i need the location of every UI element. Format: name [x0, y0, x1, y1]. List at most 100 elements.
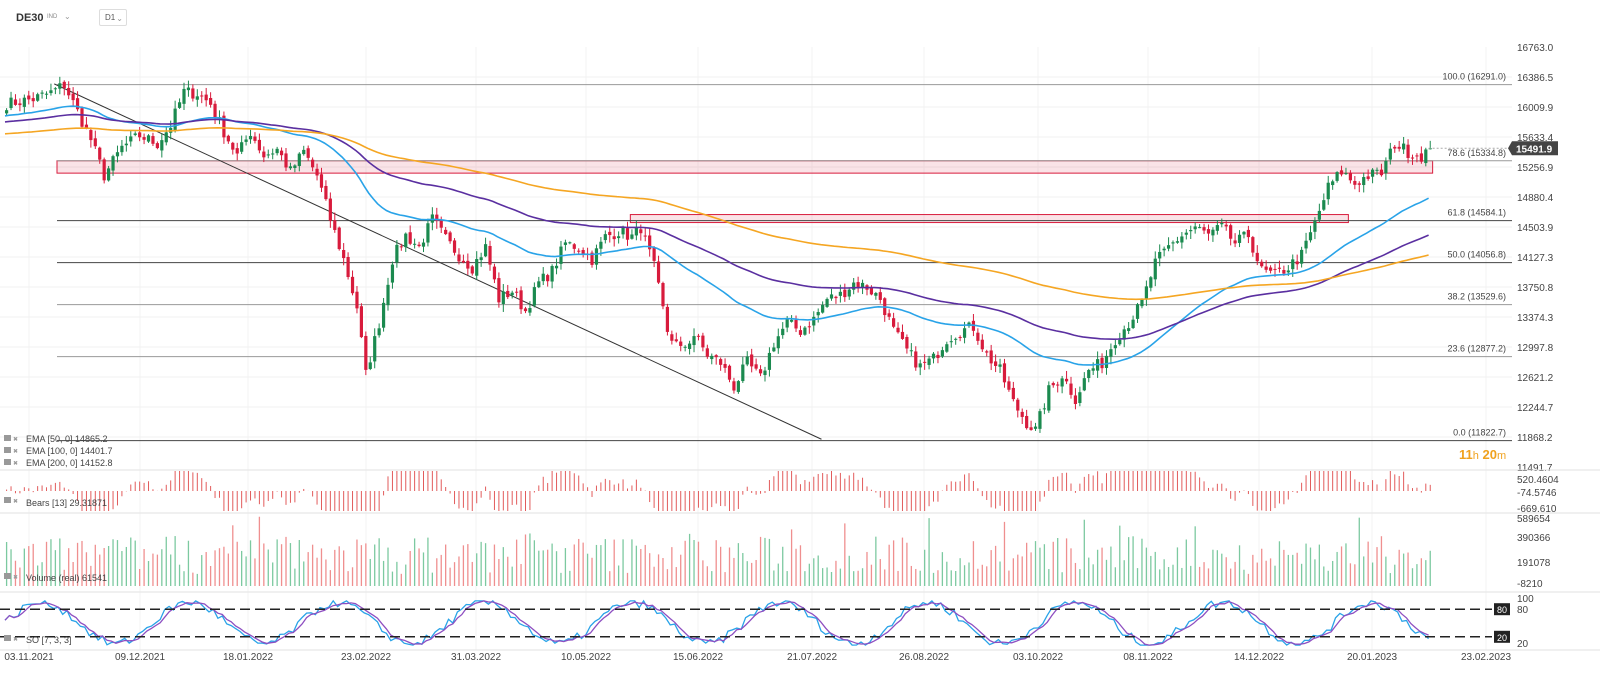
candle-body — [177, 102, 182, 108]
candle-body — [111, 156, 115, 171]
candle-body — [1127, 328, 1131, 331]
candle-body — [1135, 304, 1140, 319]
legend-menu-icon — [4, 447, 11, 453]
candle-body — [302, 149, 306, 155]
chevron-down-icon[interactable]: ⌄ — [64, 12, 71, 21]
candle-body — [173, 108, 177, 131]
candle-body — [1007, 381, 1011, 390]
ema-legend-label: EMA [200, 0] 14152.8 — [26, 458, 113, 468]
candle-body — [554, 265, 559, 269]
symbol-name[interactable]: DE30 — [16, 12, 44, 24]
candle-body — [315, 168, 319, 176]
candle-body — [1277, 267, 1282, 269]
candle-body — [240, 142, 244, 152]
candle-body — [599, 241, 603, 249]
candle-body — [1051, 383, 1055, 386]
legend-close-icon: ✖ — [13, 436, 18, 443]
stoch-legend-label: SO [7, 3, 3] — [26, 635, 72, 645]
stoch-tick-label: 80 — [1517, 605, 1529, 616]
candle-body — [426, 223, 430, 243]
candle-body — [142, 137, 146, 140]
candle-body — [1366, 176, 1370, 179]
candle-body — [1268, 267, 1273, 271]
candle-body — [483, 244, 488, 257]
legend-close-icon: ✖ — [13, 498, 18, 505]
candle-body — [53, 88, 57, 90]
candle-body — [1264, 266, 1268, 270]
candle-body — [563, 242, 568, 245]
candle-body — [612, 236, 616, 240]
stoch-level-tag-label: 20 — [1497, 633, 1507, 643]
candle-body — [1370, 169, 1375, 177]
candle-body — [492, 266, 497, 280]
timeframe-select[interactable]: D1 ⌄ — [99, 9, 127, 26]
candle-body — [226, 135, 230, 142]
candle-body — [994, 361, 998, 366]
candle-body — [954, 338, 958, 340]
candle-body — [1149, 277, 1153, 288]
candle-body — [1033, 426, 1038, 429]
candle-body — [1246, 229, 1250, 238]
candle-body — [107, 168, 111, 181]
x-tick-label: 31.03.2022 — [451, 652, 501, 663]
y-tick-label: 15256.9 — [1517, 163, 1554, 174]
candle-body — [856, 282, 860, 289]
candle-body — [58, 83, 62, 89]
candle-body — [31, 98, 35, 102]
volume-tick-label: 589654 — [1517, 514, 1551, 525]
stoch-k-line — [4, 599, 1430, 646]
y-tick-label: 15633.4 — [1517, 133, 1554, 144]
candle-body — [594, 248, 599, 265]
candle-body — [1344, 173, 1348, 175]
candle-body — [204, 94, 208, 101]
x-tick-label: 21.07.2022 — [787, 652, 837, 663]
price-zone — [629, 214, 1349, 224]
candle-body — [257, 139, 261, 151]
candle-body — [399, 246, 403, 248]
candle-body — [621, 227, 625, 235]
candle-body — [1273, 268, 1277, 270]
candle-body — [1348, 172, 1353, 181]
candle-body — [812, 316, 816, 326]
candle-body — [452, 240, 457, 253]
candle-body — [1362, 177, 1366, 186]
bears-tick-label: 520.4604 — [1517, 475, 1559, 486]
candle-body — [701, 335, 705, 348]
candle-body — [186, 87, 191, 91]
candle-body — [710, 355, 714, 360]
candle-body — [927, 358, 931, 365]
candle-body — [896, 327, 900, 333]
candle-body — [1317, 210, 1321, 220]
candle-body — [887, 313, 891, 317]
candle-body — [213, 103, 217, 118]
stoch-level-tag — [1494, 603, 1510, 616]
candle-body — [488, 245, 492, 265]
candle-body — [120, 145, 124, 153]
candle-body — [537, 281, 541, 288]
fib-level-label: 78.6 (15334.8) — [1447, 148, 1506, 158]
candle-body — [1158, 251, 1162, 259]
candle-body — [1397, 146, 1401, 149]
candle-body — [550, 266, 554, 282]
candle-body — [719, 359, 723, 365]
candle-body — [1042, 408, 1046, 410]
symbol-type: IND — [47, 14, 58, 20]
candle-body — [767, 352, 772, 370]
x-tick-label: 03.11.2021 — [4, 652, 54, 663]
candle-body — [1060, 378, 1064, 387]
candle-body — [1331, 181, 1335, 186]
candle-body — [1073, 395, 1078, 404]
candle-body — [1215, 225, 1219, 231]
candle-body — [346, 257, 350, 278]
candle-body — [164, 132, 168, 143]
candle-body — [1198, 227, 1202, 229]
candle-countdown: 11h 20m — [1459, 447, 1507, 462]
y-tick-label: 16763.0 — [1517, 43, 1554, 54]
legend-menu-icon — [4, 497, 11, 503]
candle-body — [1251, 237, 1255, 253]
candle-body — [1162, 248, 1166, 251]
y-tick-label: 14503.9 — [1517, 223, 1554, 234]
candle-body — [404, 233, 408, 248]
candle-body — [892, 318, 896, 327]
